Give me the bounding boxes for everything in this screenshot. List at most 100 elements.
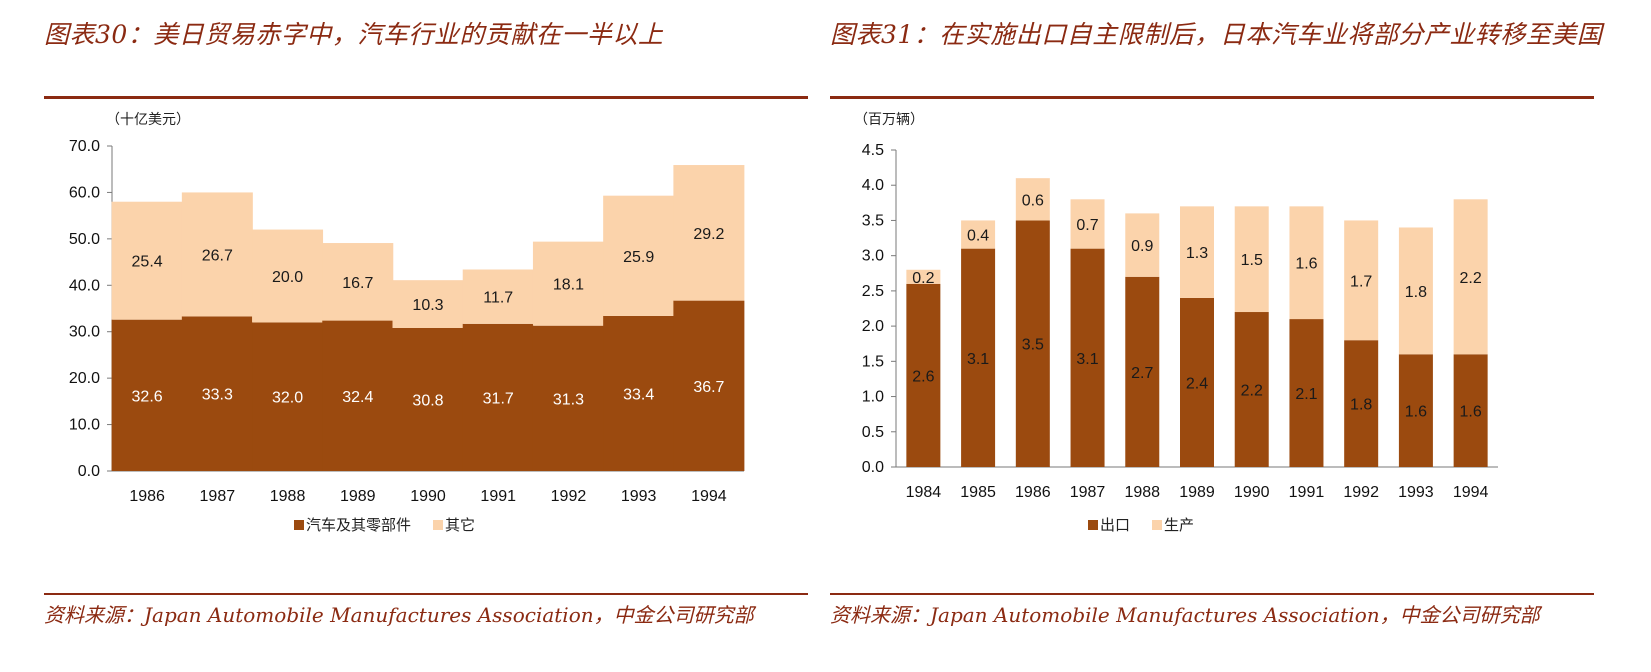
x-tick-label: 1992: [551, 488, 587, 505]
bar-segment-light: [1015, 178, 1050, 221]
bar-segment-light: [111, 201, 183, 320]
data-label: 1.3: [1186, 245, 1208, 262]
bar-segment-light: [181, 192, 253, 317]
bar-segment-light: [462, 269, 534, 324]
data-label: 32.4: [342, 389, 373, 406]
x-tick-label: 1993: [621, 488, 657, 505]
x-tick-label: 1992: [1343, 484, 1379, 501]
right-panel: 图表31：在实施出口自主限制后，日本汽车业将部分产业转移至美国 （百万辆） 0.0…: [830, 0, 1602, 672]
data-label: 32.0: [272, 390, 303, 407]
data-label: 36.7: [693, 379, 724, 396]
bar-segment-dark: [1289, 319, 1324, 467]
chart-31-vehicle-units: （百万辆） 0.0 0.5 1.0 1.5 2.0 2.5 3.0 3.5 4.0 4.5 2.6 0.…: [854, 112, 1498, 534]
data-label: 0.6: [1022, 192, 1044, 209]
legend-label: 生产: [1164, 516, 1194, 534]
bottom-rule: [44, 593, 808, 595]
y-tick-label: 20.0: [69, 370, 100, 387]
bar-segment-dark: [1344, 340, 1379, 467]
data-label: 25.9: [623, 249, 654, 266]
chart-30-source: 资料来源：Japan Automobile Manufactures Assoc…: [44, 603, 754, 627]
y-tick-label: 0.0: [78, 463, 100, 480]
x-tick-label: 1990: [1234, 484, 1270, 501]
x-tick-label: 1985: [960, 484, 996, 501]
left-panel: 图表30：美日贸易赤字中，汽车行业的贡献在一半以上 （十亿美元） 0.0 10.0 2…: [44, 0, 808, 672]
bar-segment-dark: [1234, 312, 1269, 467]
bar-segment-dark: [673, 300, 745, 471]
data-label: 32.6: [132, 388, 163, 405]
data-label: 1.5: [1241, 252, 1263, 269]
y-tick-label: 2.5: [862, 283, 884, 300]
data-label: 33.4: [623, 386, 654, 403]
x-tick-label: 1990: [410, 488, 446, 505]
legend-swatch: [1152, 520, 1162, 530]
bar-segment-dark: [252, 322, 324, 471]
x-tick-label: 1986: [129, 488, 165, 505]
bar-segment-dark: [906, 283, 941, 467]
data-label: 18.1: [553, 277, 584, 294]
data-label: 0.2: [912, 270, 934, 287]
chart-30-trade-deficit: （十亿美元） 0.0 10.0 20.0 30.0 40.0 50.0 60.0 70.0 32.…: [69, 112, 745, 534]
x-tick-label: 1984: [906, 484, 942, 501]
data-label: 16.7: [342, 275, 373, 292]
chart-31-source: 资料来源：Japan Automobile Manufactures Assoc…: [830, 603, 1540, 627]
bar-segment-light: [1234, 206, 1269, 313]
data-label: 11.7: [483, 290, 513, 307]
x-tick-label: 1991: [480, 488, 516, 505]
data-label: 31.7: [483, 390, 514, 407]
bar-segment-light: [392, 280, 464, 328]
data-label: 0.4: [967, 228, 989, 245]
bar-segment-light: [673, 165, 745, 301]
bar-segment-light: [1344, 220, 1379, 341]
bar-segment-dark: [1453, 354, 1488, 467]
legend-swatch: [433, 520, 443, 530]
data-label: 2.6: [912, 368, 934, 385]
bar-segment-light: [961, 220, 996, 249]
data-label: 2.1: [1295, 386, 1317, 403]
legend-label: 汽车及其零部件: [306, 516, 411, 534]
data-label: 29.2: [693, 226, 724, 243]
data-label: 1.6: [1460, 404, 1482, 421]
data-label: 0.9: [1131, 238, 1153, 255]
y-tick-label: 10.0: [69, 417, 100, 434]
y-tick-label: 2.0: [862, 318, 884, 335]
bar-segment-dark: [532, 325, 604, 471]
bar-segment-dark: [1015, 220, 1050, 467]
data-label: 30.8: [412, 393, 443, 410]
x-tick-label: 1987: [200, 488, 236, 505]
bar-segment-dark: [111, 319, 183, 471]
bar-segment-dark: [392, 328, 464, 471]
data-label: 0.7: [1076, 217, 1098, 234]
bar-segment-dark: [1398, 354, 1433, 467]
data-label: 20.0: [272, 269, 303, 286]
y-tick-label: 1.5: [862, 353, 884, 370]
y-tick-label: 4.5: [862, 142, 884, 159]
top-rule: [44, 96, 808, 99]
x-tick-label: 1991: [1289, 484, 1325, 501]
y-tick-label: 1.0: [862, 389, 884, 406]
data-label: 10.3: [412, 297, 443, 314]
y-tick-label: 3.0: [862, 248, 884, 265]
data-label: 26.7: [202, 247, 233, 264]
legend-swatch: [294, 520, 304, 530]
legend-label: 其它: [445, 516, 475, 534]
bar-segment-light: [603, 195, 675, 316]
y-tick-label: 50.0: [69, 231, 100, 248]
y-tick-label: 70.0: [69, 138, 100, 155]
bar-segment-light: [1289, 206, 1324, 320]
data-label: 25.4: [132, 254, 163, 271]
data-label: 1.8: [1405, 284, 1427, 301]
bar-segment-dark: [961, 248, 996, 467]
x-tick-label: 1988: [270, 488, 306, 505]
data-label: 1.8: [1350, 397, 1372, 414]
x-tick-label: 1988: [1124, 484, 1160, 501]
legend-swatch: [1088, 520, 1098, 530]
unit-label: （百万辆）: [854, 112, 924, 128]
bar-segment-dark: [603, 315, 675, 471]
data-label: 2.2: [1460, 270, 1482, 287]
bar-segment-light: [1453, 199, 1488, 355]
bottom-rule: [830, 593, 1594, 595]
data-label: 31.3: [553, 391, 584, 408]
x-tick-label: 1989: [340, 488, 376, 505]
bar-segment-dark: [322, 320, 394, 471]
bar-segment-light: [1398, 227, 1433, 355]
